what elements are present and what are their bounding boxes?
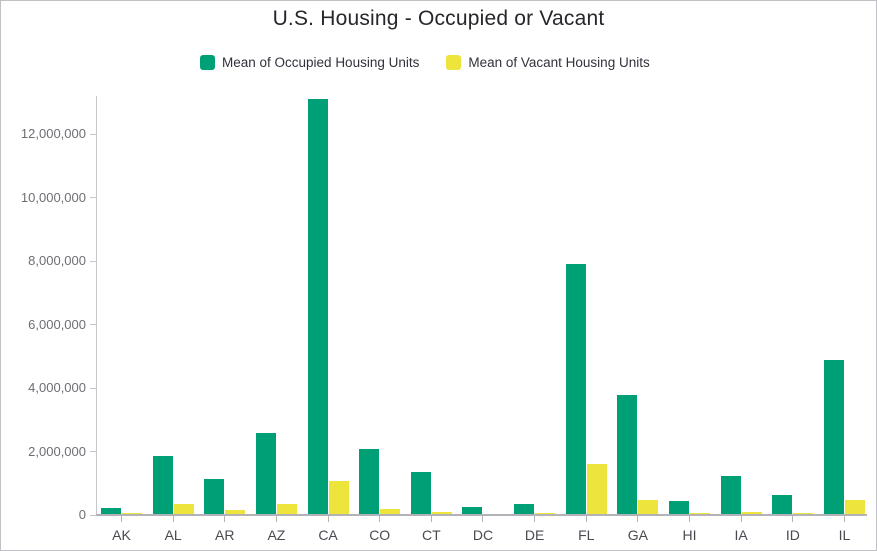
y-axis-tick [90,451,96,452]
y-axis-tick [90,197,96,198]
bar-vacant-AR[interactable] [225,510,246,515]
x-axis-line [96,514,867,516]
bar-vacant-GA[interactable] [638,500,659,515]
y-tick-label: 0 [78,507,86,522]
legend-item-occupied[interactable]: Mean of Occupied Housing Units [200,55,419,70]
bar-occupied-IL[interactable] [823,360,844,515]
x-tick-label: AK [112,527,131,543]
x-axis-tick [585,516,587,522]
bar-occupied-HI[interactable] [669,501,690,515]
bar-occupied-AR[interactable] [204,479,225,515]
bar-occupied-GA[interactable] [617,395,638,515]
bar-occupied-FL[interactable] [565,264,586,515]
bar-occupied-CT[interactable] [410,472,431,515]
x-tick-label: CA [318,527,338,543]
bar-vacant-CO[interactable] [380,509,401,515]
x-axis-tick [379,516,381,522]
bar-vacant-AL[interactable] [173,504,194,515]
x-axis-tick [224,516,226,522]
x-tick-label: HI [682,527,697,543]
bar-occupied-AL[interactable] [152,456,173,515]
chart-title: U.S. Housing - Occupied or Vacant [272,7,605,30]
y-tick-label: 12,000,000 [20,126,86,141]
bar-vacant-CT[interactable] [431,512,452,515]
x-axis-tick [482,516,484,522]
y-axis-tick [90,260,96,262]
y-tick-label: 2,000,000 [28,443,86,459]
occupied-series-swatch-icon [200,55,215,70]
bar-occupied-CA[interactable] [307,99,328,515]
bar-vacant-FL[interactable] [586,464,607,515]
x-tick-label: AL [164,527,182,543]
x-axis-tick [740,516,742,522]
y-axis-line [96,96,97,515]
x-axis-tick [327,516,329,522]
x-axis-tick [121,516,122,522]
x-tick-label: IA [734,527,748,543]
x-axis-tick [534,516,536,522]
x-tick-label: CO [369,527,391,543]
x-axis-tick [792,516,794,522]
bar-vacant-IL[interactable] [844,500,865,515]
x-tick-label: ID [785,527,800,543]
y-tick-label: 10,000,000 [20,189,86,205]
bar-vacant-AZ[interactable] [276,504,297,515]
x-tick-label: DC [472,527,494,543]
bar-occupied-ID[interactable] [772,495,793,515]
legend-item-vacant[interactable]: Mean of Vacant Housing Units [446,55,650,70]
y-tick-label: 4,000,000 [28,380,86,395]
y-axis-tick [90,387,96,389]
x-axis-tick [689,516,691,522]
legend-label-vacant: Mean of Vacant Housing Units [468,55,650,70]
x-axis-tick [172,516,174,522]
x-tick-label: IL [838,527,851,543]
legend: Mean of Occupied Housing Units Mean of V… [200,55,650,70]
bar-occupied-AZ[interactable] [255,433,276,515]
y-axis-tick [90,133,96,135]
x-axis-tick [430,516,432,522]
y-tick-label: 6,000,000 [28,316,86,332]
x-tick-label: FL [578,527,595,543]
bar-occupied-CO[interactable] [359,449,380,515]
y-tick-label: 8,000,000 [28,253,86,268]
y-axis-tick [90,324,96,325]
x-axis-tick [637,516,639,522]
x-tick-label: CT [421,527,441,543]
bar-occupied-DC[interactable] [462,507,483,515]
x-tick-label: AZ [267,527,286,543]
legend-label-occupied: Mean of Occupied Housing Units [222,55,420,70]
x-tick-label: DE [524,527,545,543]
bar-vacant-CA[interactable] [328,481,349,515]
x-tick-label: GA [627,527,648,543]
x-tick-label: AR [215,527,235,543]
bar-occupied-AK[interactable] [101,508,121,515]
bar-occupied-IA[interactable] [720,476,741,515]
x-axis-tick [843,516,845,522]
x-axis-tick [275,516,277,522]
vacant-series-swatch-icon [446,55,462,70]
bar-vacant-IA[interactable] [741,512,762,515]
bar-occupied-DE[interactable] [514,504,535,515]
y-axis-tick [90,514,96,516]
